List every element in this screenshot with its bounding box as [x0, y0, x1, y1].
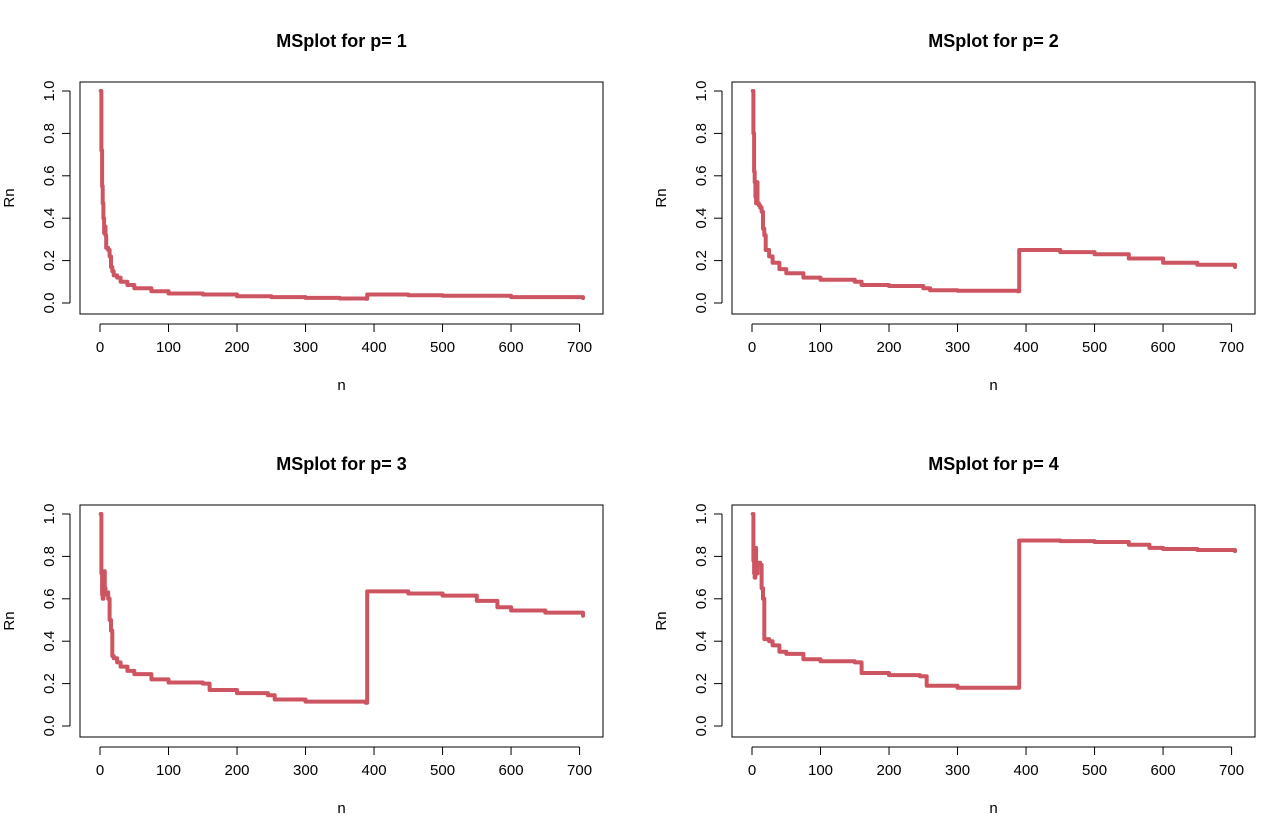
x-tick-label: 400 [1014, 762, 1039, 779]
x-tick-label: 500 [1082, 762, 1107, 779]
y-tick-label: 0.0 [693, 716, 710, 737]
y-tick-label: 0.6 [693, 588, 710, 609]
x-tick-label: 600 [499, 762, 524, 779]
x-tick-label: 200 [225, 762, 250, 779]
y-tick-label: 0.4 [693, 631, 710, 652]
x-axis-label: n [989, 800, 997, 817]
x-tick-label: 500 [430, 762, 455, 779]
x-tick-label: 700 [567, 762, 592, 779]
y-tick-label: 0.2 [693, 673, 710, 694]
x-tick-label: 500 [430, 339, 455, 356]
series-line-1 [98, 512, 585, 705]
x-tick-label: 100 [156, 339, 181, 356]
x-tick-label: 300 [945, 339, 970, 356]
chart-panel-1: MSplot for p= 1 0 100 200 300 400 500 600 700 n 0.… [1, 31, 604, 394]
x-tick-label: 300 [293, 339, 318, 356]
x-tick-label: 200 [225, 339, 250, 356]
x-tick-label: 700 [1219, 762, 1244, 779]
x-tick-label: 500 [1082, 339, 1107, 356]
x-tick-label: 700 [1219, 339, 1244, 356]
y-tick-label: 0.8 [693, 546, 710, 567]
y-tick-label: 0.8 [41, 546, 58, 567]
chart-panel-3: MSplot for p= 3 0 100 200 300 400 500 600 700 n 0.… [1, 454, 604, 817]
series-line-1 [750, 89, 1237, 294]
x-tick-label: 0 [748, 762, 756, 779]
chart-panel-4: MSplot for p= 4 0 100 200 300 400 500 600 700 n 0.… [653, 454, 1256, 817]
y-tick-label: 0.4 [693, 208, 710, 229]
x-tick-label: 600 [1151, 339, 1176, 356]
x-tick-label: 100 [808, 762, 833, 779]
y-tick-label: 0.2 [693, 250, 710, 271]
y-tick-label: 0.6 [41, 588, 58, 609]
y-tick-label: 0.0 [41, 716, 58, 737]
plot-frame [731, 81, 1256, 315]
chart-title: MSplot for p= 3 [276, 454, 407, 474]
x-tick-label: 700 [567, 339, 592, 356]
x-tick-label: 0 [748, 339, 756, 356]
y-tick-label: 1.0 [693, 81, 710, 102]
y-tick-label: 0.0 [41, 293, 58, 314]
x-tick-label: 100 [156, 762, 181, 779]
x-tick-label: 400 [362, 339, 387, 356]
x-axis-label: n [337, 800, 345, 817]
x-axis-label: n [989, 377, 997, 394]
plot-frame [731, 504, 1256, 738]
y-tick-label: 0.6 [41, 165, 58, 186]
y-axis-label: Rn [1, 188, 18, 207]
plot-frame [79, 504, 604, 738]
plot-frame [79, 81, 604, 315]
y-tick-label: 0.8 [41, 123, 58, 144]
chart-panel-2: MSplot for p= 2 0 100 200 300 400 500 600 700 n 0.… [653, 31, 1256, 394]
x-axis-label: n [337, 377, 345, 394]
x-tick-label: 400 [1014, 339, 1039, 356]
y-tick-label: 0.2 [41, 250, 58, 271]
y-axis-label: Rn [1, 611, 18, 630]
y-tick-label: 1.0 [693, 504, 710, 525]
x-tick-label: 0 [96, 339, 104, 356]
x-tick-label: 100 [808, 339, 833, 356]
y-tick-label: 0.8 [693, 123, 710, 144]
y-tick-label: 0.6 [693, 165, 710, 186]
x-tick-label: 400 [362, 762, 387, 779]
x-tick-label: 600 [1151, 762, 1176, 779]
y-tick-label: 0.4 [41, 631, 58, 652]
y-axis-label: Rn [653, 188, 670, 207]
x-tick-label: 300 [945, 762, 970, 779]
x-tick-label: 300 [293, 762, 318, 779]
y-tick-label: 0.2 [41, 673, 58, 694]
x-tick-label: 200 [877, 762, 902, 779]
series-line-1 [98, 89, 585, 301]
y-tick-label: 0.0 [693, 293, 710, 314]
y-axis-label: Rn [653, 611, 670, 630]
x-tick-label: 600 [499, 339, 524, 356]
series-line-1 [750, 512, 1237, 690]
chart-title: MSplot for p= 4 [928, 454, 1059, 474]
y-tick-label: 1.0 [41, 504, 58, 525]
chart-title: MSplot for p= 2 [928, 31, 1059, 51]
chart-title: MSplot for p= 1 [276, 31, 407, 51]
y-tick-label: 1.0 [41, 81, 58, 102]
y-tick-label: 0.4 [41, 208, 58, 229]
x-tick-label: 0 [96, 762, 104, 779]
x-tick-label: 200 [877, 339, 902, 356]
